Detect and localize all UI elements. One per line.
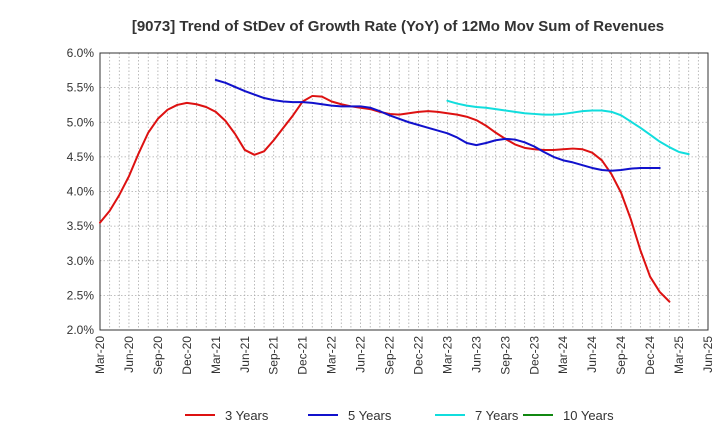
x-tick-label: Mar-21 — [209, 336, 223, 374]
chart-title: [9073] Trend of StDev of Growth Rate (Yo… — [132, 18, 664, 35]
y-tick-label: 4.5% — [67, 150, 95, 164]
x-tick-label: Jun-23 — [469, 336, 483, 373]
y-tick-label: 5.5% — [67, 81, 95, 95]
plot-border — [99, 52, 709, 331]
x-tick-label: Sep-20 — [151, 336, 165, 375]
plot-background — [100, 53, 708, 330]
x-tick-label: Mar-20 — [93, 336, 107, 374]
y-tick-label: 2.0% — [67, 323, 95, 337]
x-tick-label: Jun-20 — [122, 336, 136, 373]
y-tick-label: 5.0% — [67, 115, 95, 129]
series-line-5-years — [214, 79, 661, 172]
legend-label: 7 Years — [475, 408, 519, 423]
x-tick-label: Mar-23 — [440, 336, 454, 374]
legend: 3 Years 5 Years 7 Years 10 Years — [185, 408, 614, 423]
x-tick-label: Jun-22 — [354, 336, 368, 373]
x-tick-label: Dec-24 — [643, 336, 657, 375]
x-tick-label: Sep-22 — [383, 336, 397, 375]
y-tick-label: 3.0% — [67, 254, 95, 268]
plot-area: 6.0%5.5%5.0%4.5%4.0%3.5%3.0%2.5%2.0%Mar-… — [67, 46, 715, 375]
x-tick-label: Dec-23 — [527, 336, 541, 375]
legend-label: 3 Years — [225, 408, 269, 423]
legend-label: 5 Years — [348, 408, 392, 423]
x-tick-label: Sep-21 — [267, 336, 281, 375]
series-line-7-years — [446, 99, 690, 156]
x-tick-label: Jun-25 — [701, 336, 715, 373]
legend-label: 10 Years — [563, 408, 614, 423]
y-tick-label: 3.5% — [67, 219, 95, 233]
x-tick-label: Sep-23 — [498, 336, 512, 375]
x-tick-label: Mar-22 — [325, 336, 339, 374]
x-tick-label: Mar-24 — [556, 336, 570, 374]
y-tick-label: 2.5% — [67, 288, 95, 302]
y-tick-label: 4.0% — [67, 185, 95, 199]
x-tick-label: Dec-20 — [180, 336, 194, 375]
x-tick-label: Dec-22 — [411, 336, 425, 375]
x-tick-label: Dec-21 — [296, 336, 310, 375]
x-tick-label: Jun-24 — [585, 336, 599, 373]
y-tick-label: 6.0% — [67, 46, 95, 60]
x-tick-label: Mar-25 — [672, 336, 686, 374]
x-tick-label: Sep-24 — [614, 336, 628, 375]
x-tick-label: Jun-21 — [238, 336, 252, 373]
